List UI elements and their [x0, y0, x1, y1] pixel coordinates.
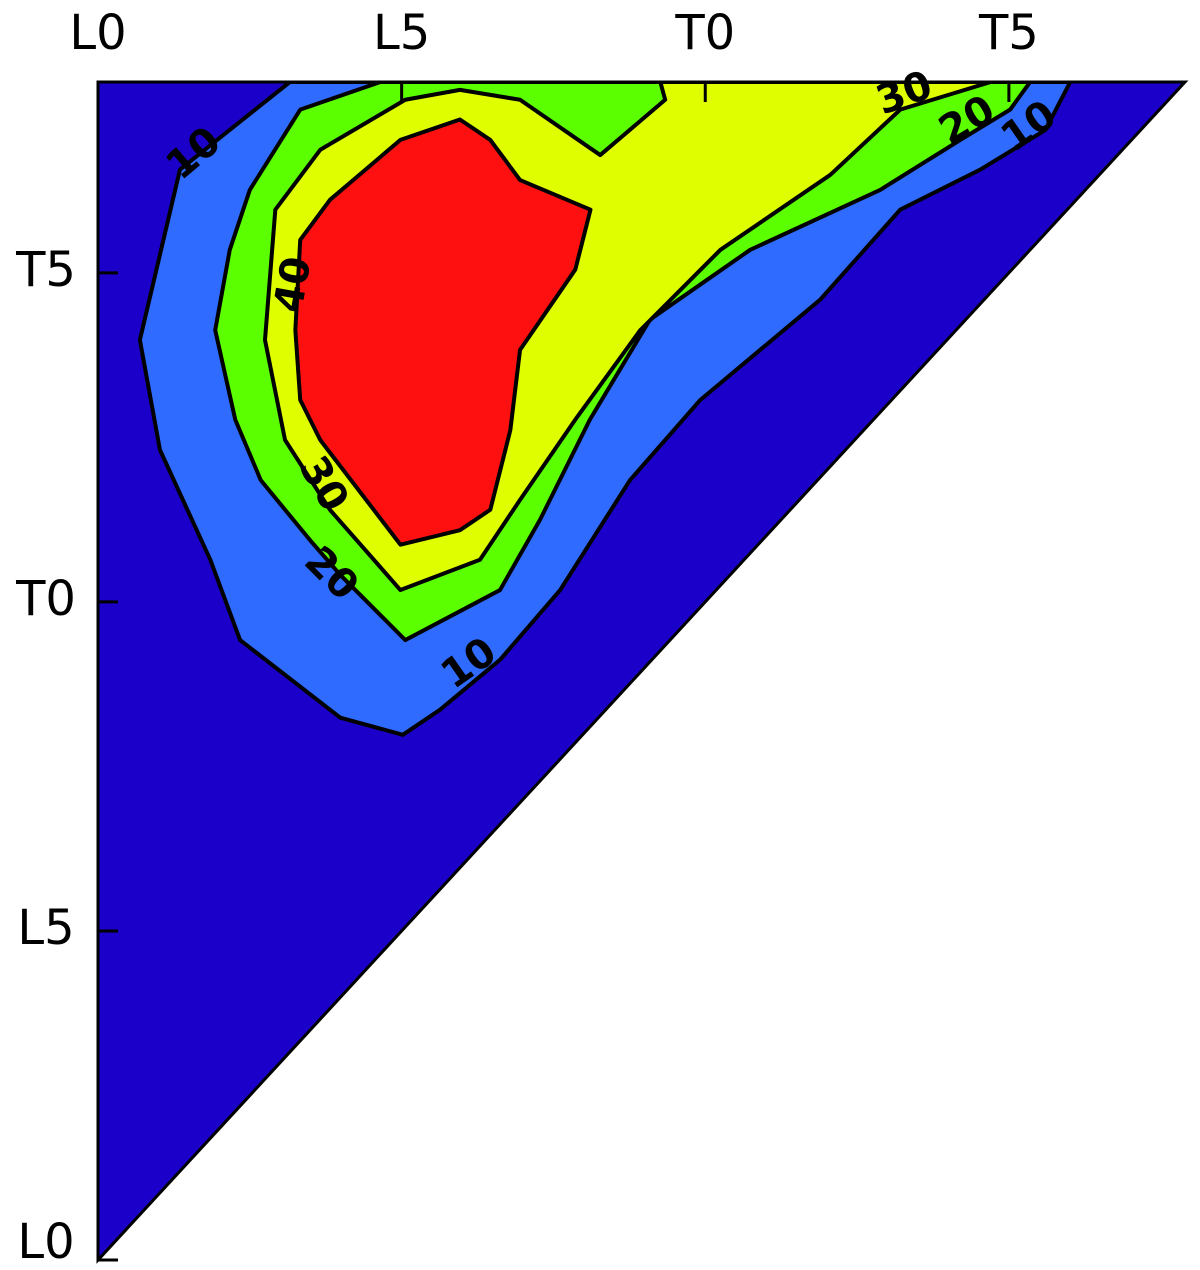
x-tick-label: T5 — [978, 5, 1039, 61]
y-tick-label: T0 — [15, 571, 76, 627]
contour-label: 40 — [266, 253, 321, 316]
y-tick-label: L5 — [17, 900, 74, 956]
axis-frame — [96, 80, 1189, 1264]
contour-region — [293, 117, 593, 547]
y-tick-label: T5 — [15, 242, 76, 298]
y-tick-label: L0 — [17, 1214, 74, 1270]
x-tick-label: L0 — [69, 5, 126, 61]
x-tick-label: T0 — [674, 5, 735, 61]
x-tick-label: L5 — [373, 5, 430, 61]
